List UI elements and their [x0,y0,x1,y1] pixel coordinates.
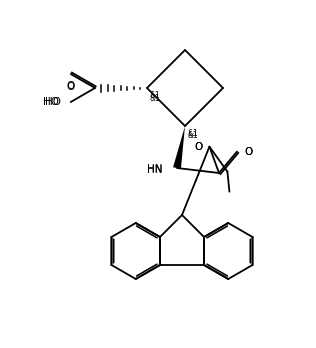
Text: O: O [244,147,252,157]
Text: O: O [67,82,75,92]
Text: O: O [194,142,203,152]
Text: O: O [244,147,252,157]
Text: HO: HO [43,97,59,107]
Text: O: O [194,142,203,152]
Text: HN: HN [148,165,163,175]
Text: &1: &1 [188,131,199,140]
Polygon shape [173,126,185,169]
Text: &1: &1 [188,129,199,139]
Text: HO: HO [45,97,61,107]
Text: O: O [67,81,75,91]
Text: &1: &1 [150,94,161,103]
Text: HN: HN [148,164,163,174]
Text: &1: &1 [150,92,161,101]
